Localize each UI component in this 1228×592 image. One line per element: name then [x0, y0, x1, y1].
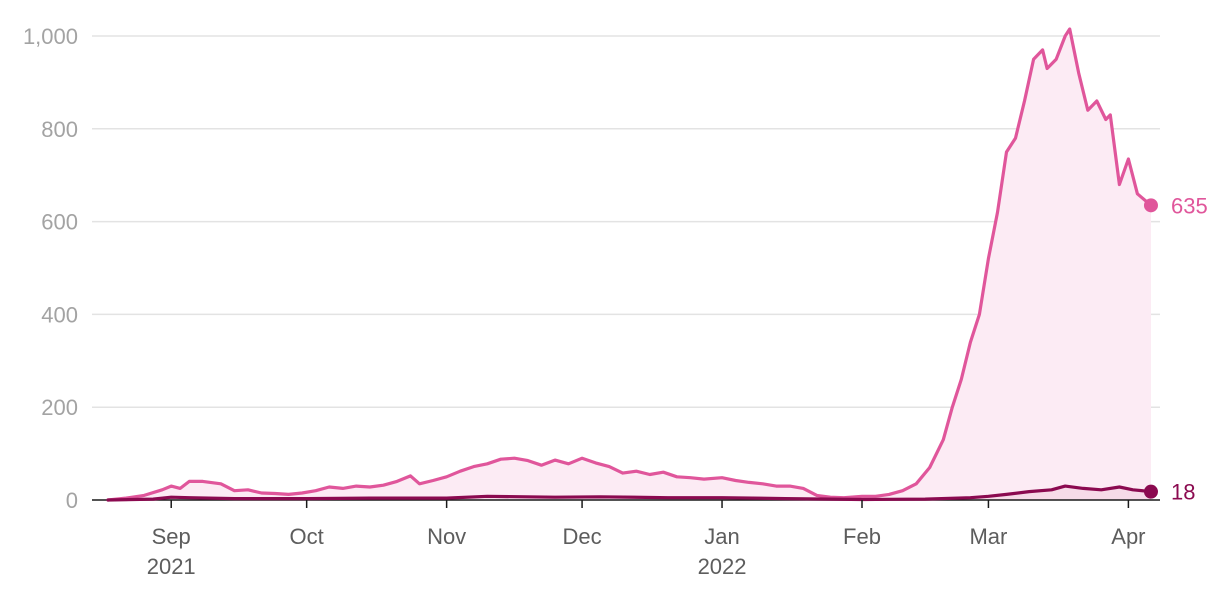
- y-tick-label: 1,000: [23, 24, 78, 49]
- area-layer: [108, 29, 1151, 500]
- x-axis: Sep 2021 Oct Nov Dec Jan 2022 Feb Mar Apr: [147, 500, 1146, 579]
- y-tick-label: 200: [41, 395, 78, 420]
- x-tick-label: Dec: [563, 524, 602, 549]
- x-tick-year-label: 2022: [698, 554, 747, 579]
- y-tick-label: 400: [41, 302, 78, 327]
- y-tick-label: 800: [41, 117, 78, 142]
- y-axis: 0 200 400 600 800 1,000: [23, 24, 78, 513]
- x-tick-label: Jan: [704, 524, 739, 549]
- series-line-1: [106, 27, 1153, 502]
- x-tick-label: Sep: [152, 524, 191, 549]
- x-tick-label: Mar: [969, 524, 1007, 549]
- x-tick-label: Apr: [1111, 524, 1145, 549]
- end-value-label-2: 18: [1171, 480, 1195, 505]
- end-point-1: [1143, 198, 1158, 213]
- line-layer: [106, 27, 1153, 502]
- series-area-1: [108, 29, 1151, 500]
- y-tick-label: 600: [41, 210, 78, 235]
- end-point-2: [1143, 484, 1158, 499]
- series-line-2: [106, 484, 1153, 502]
- x-tick-label: Oct: [290, 524, 324, 549]
- x-tick-label: Feb: [843, 524, 881, 549]
- x-tick-year-label: 2021: [147, 554, 196, 579]
- y-tick-label: 0: [66, 488, 78, 513]
- end-markers: 635 18: [1143, 193, 1208, 505]
- x-tick-label: Nov: [427, 524, 466, 549]
- end-value-label-1: 635: [1171, 193, 1208, 218]
